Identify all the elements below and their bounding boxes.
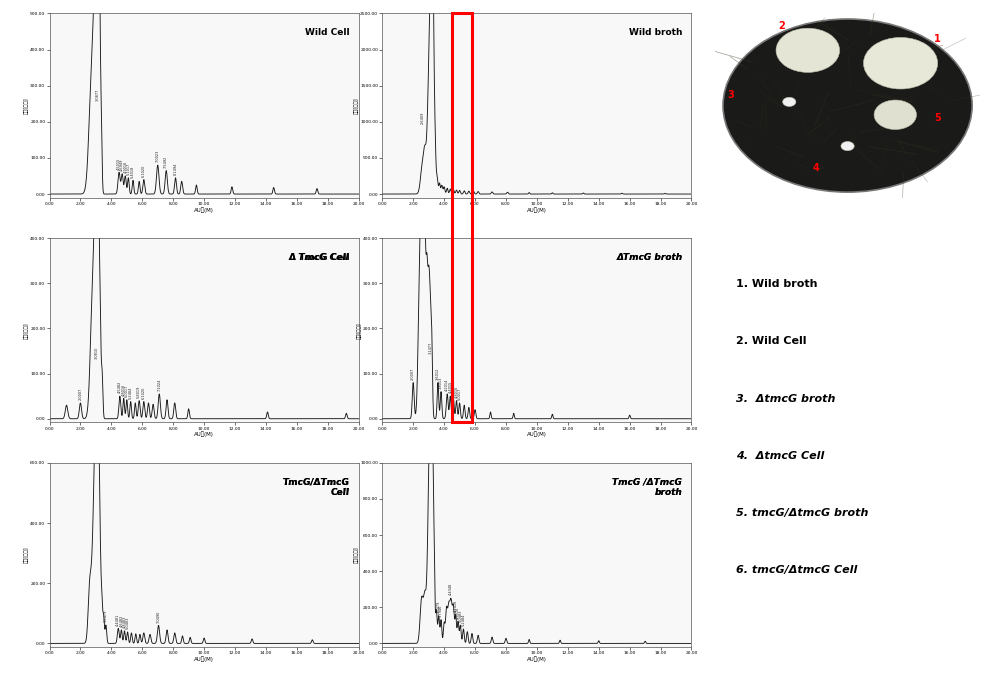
X-axis label: AU分(M): AU分(M)	[194, 432, 214, 437]
Text: 7.0490: 7.0490	[156, 610, 160, 623]
Text: TmcG /ΔTmcG
broth: TmcG /ΔTmcG broth	[613, 478, 682, 497]
Text: 4.8016: 4.8016	[122, 384, 126, 396]
Text: ΔTmcG broth: ΔTmcG broth	[616, 253, 682, 262]
Text: 3: 3	[728, 90, 735, 100]
Text: 3.1477: 3.1477	[429, 342, 433, 355]
Text: 5.0483: 5.0483	[126, 617, 130, 630]
Text: 3.8013: 3.8013	[439, 377, 444, 389]
Text: 6.1020: 6.1020	[142, 386, 146, 399]
Text: 4.9016: 4.9016	[456, 606, 460, 619]
Text: 5: 5	[935, 113, 941, 123]
X-axis label: AU分(M): AU分(M)	[194, 207, 214, 213]
Text: 4.6015: 4.6015	[451, 384, 455, 396]
Y-axis label: 尾山[横軸]: 尾山[横軸]	[24, 547, 29, 563]
Text: 4.8483: 4.8483	[123, 616, 127, 628]
Text: Δ TmcG Cell: Δ TmcG Cell	[289, 253, 349, 262]
Text: 2.0007: 2.0007	[78, 388, 82, 400]
Text: 6. tmcG/ΔtmcG Cell: 6. tmcG/ΔtmcG Cell	[737, 565, 857, 576]
Text: Wild broth: Wild broth	[629, 28, 682, 37]
Text: 2.0007: 2.0007	[411, 367, 415, 380]
Text: 5. tmcG/ΔtmcG broth: 5. tmcG/ΔtmcG broth	[737, 508, 868, 518]
Text: 7.5492: 7.5492	[164, 156, 168, 168]
Text: 5.1017: 5.1017	[127, 162, 131, 175]
Circle shape	[841, 142, 854, 151]
Text: 5.0483: 5.0483	[458, 610, 462, 622]
Text: 3.  ΔtmcG broth: 3. ΔtmcG broth	[737, 394, 836, 404]
Text: 4.7416: 4.7416	[453, 599, 457, 612]
Text: 4.4015: 4.4015	[448, 381, 452, 394]
Y-axis label: 尾山[横軸]: 尾山[横軸]	[356, 322, 361, 338]
Text: 4.5482: 4.5482	[118, 381, 122, 394]
X-axis label: AU分(M): AU分(M)	[527, 656, 546, 662]
Text: 4.4481: 4.4481	[116, 613, 120, 625]
X-axis label: AU分(M): AU分(M)	[194, 656, 214, 662]
Text: 3.6479: 3.6479	[104, 610, 108, 622]
Text: ΔTmcG broth: ΔTmcG broth	[616, 253, 682, 262]
Y-axis label: 尾山[横軸]: 尾山[横軸]	[24, 322, 29, 338]
Text: TmcG/ΔTmcG
Cell: TmcG/ΔTmcG Cell	[282, 478, 349, 497]
Text: 4.6949: 4.6949	[120, 158, 124, 171]
Text: 5.4018: 5.4018	[131, 165, 135, 178]
Text: 5.0017: 5.0017	[457, 388, 461, 400]
Text: 4.  ΔtmcG Cell: 4. ΔtmcG Cell	[737, 451, 825, 461]
Text: 8.1494: 8.1494	[173, 162, 177, 175]
Text: 4.4348: 4.4348	[448, 583, 452, 596]
Text: 7.0023: 7.0023	[155, 150, 159, 162]
Text: 5.2484: 5.2484	[129, 386, 133, 399]
Text: 4.2014: 4.2014	[446, 379, 449, 391]
Text: 2. Wild Cell: 2. Wild Cell	[737, 336, 807, 346]
Text: Δ TmcG Cell: Δ TmcG Cell	[289, 253, 349, 262]
Text: 2: 2	[778, 22, 785, 32]
Text: 4.9016: 4.9016	[124, 161, 128, 173]
Y-axis label: 尾山[横軸]: 尾山[横軸]	[353, 547, 358, 563]
Text: 1. Wild broth: 1. Wild broth	[737, 279, 818, 289]
Text: 4.6482: 4.6482	[120, 615, 124, 627]
Text: 5.2484: 5.2484	[461, 614, 465, 626]
Text: 1: 1	[935, 34, 941, 44]
Text: 3.0877: 3.0877	[95, 88, 99, 101]
Text: Wild Cell: Wild Cell	[305, 28, 349, 37]
Text: 4.5015: 4.5015	[117, 157, 121, 170]
Text: 4.8016: 4.8016	[454, 386, 458, 398]
X-axis label: AU分(M): AU分(M)	[527, 432, 546, 437]
Circle shape	[863, 38, 938, 89]
Text: TmcG/ΔTmcG
Cell: TmcG/ΔTmcG Cell	[283, 478, 349, 497]
Text: TmcG /ΔTmcG
broth: TmcG /ΔTmcG broth	[613, 478, 682, 497]
Circle shape	[783, 97, 796, 106]
Text: 4: 4	[813, 163, 819, 173]
Text: 2.6409: 2.6409	[421, 111, 425, 124]
Circle shape	[776, 28, 840, 72]
Text: 3.7946: 3.7946	[439, 605, 443, 617]
Text: 7.1024: 7.1024	[157, 379, 161, 391]
Circle shape	[723, 19, 972, 192]
Circle shape	[874, 100, 917, 129]
Text: 3.6012: 3.6012	[436, 367, 440, 380]
Y-axis label: 尾山[横軸]: 尾山[横軸]	[24, 97, 29, 114]
Text: 5.0017: 5.0017	[125, 385, 129, 397]
Text: 3.0810: 3.0810	[95, 347, 99, 359]
Text: 3.6479: 3.6479	[437, 601, 441, 613]
Text: 5.8019: 5.8019	[138, 386, 142, 398]
X-axis label: AU分(M): AU分(M)	[527, 207, 546, 213]
Text: 6.1020: 6.1020	[142, 164, 146, 177]
Y-axis label: 尾山[横軸]: 尾山[横軸]	[353, 97, 358, 114]
